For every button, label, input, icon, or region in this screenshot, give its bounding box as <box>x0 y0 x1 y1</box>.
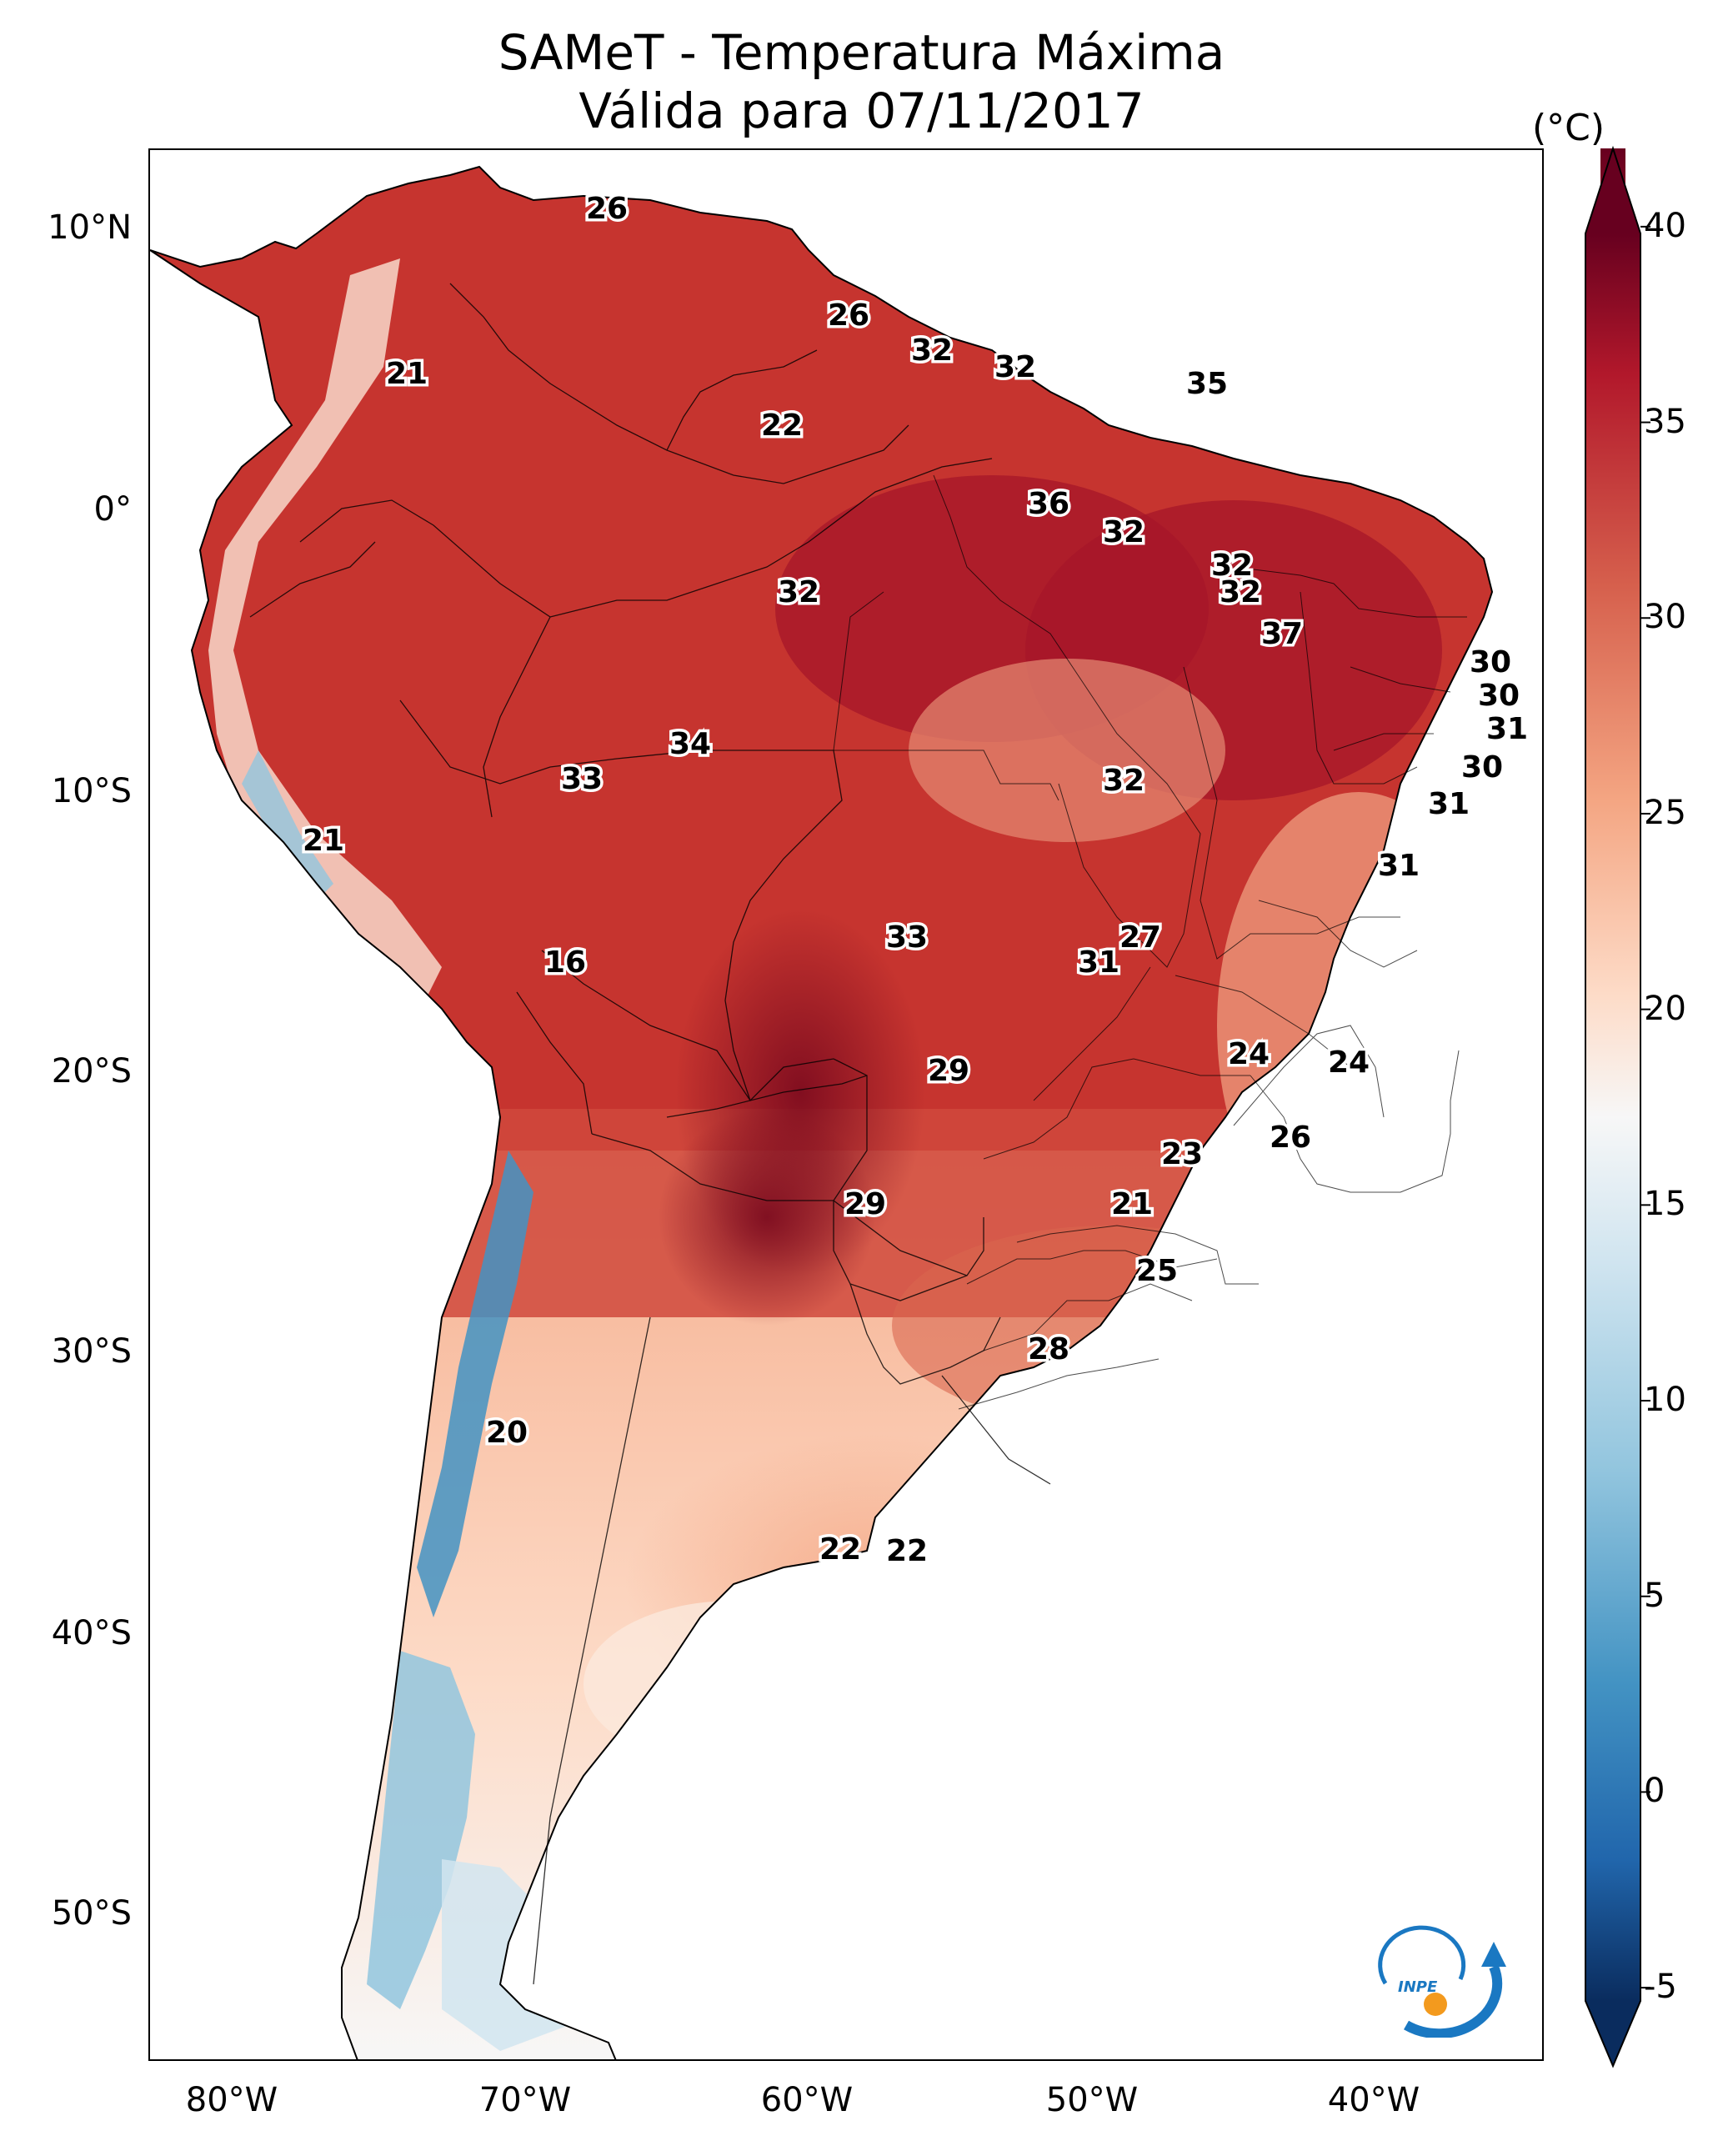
inpe-logo-text: INPE <box>1398 1978 1438 1996</box>
colorbar-tick-label: 10 <box>1644 1381 1686 1420</box>
lon-label-40w: 40°W <box>1327 2081 1420 2119</box>
lat-label-50s: 50°S <box>51 1894 132 1933</box>
colorbar-tick-label: 40 <box>1644 206 1686 245</box>
colorbar-body <box>1600 148 1625 2001</box>
colorbar-tick-label: -5 <box>1644 1968 1677 2007</box>
temperature-label: 21 <box>303 824 344 858</box>
colorbar-tick-label: 15 <box>1644 1185 1686 1224</box>
lat-label-0: 0° <box>93 490 132 529</box>
temperature-label: 31 <box>1428 787 1470 821</box>
state-borders <box>833 474 1467 1410</box>
temperature-label: 22 <box>819 1532 861 1567</box>
colorbar-tick-label: 30 <box>1644 598 1686 637</box>
lat-label-10s: 10°S <box>51 772 132 810</box>
temperature-label: 25 <box>1136 1254 1178 1288</box>
temperature-label: 30 <box>1470 645 1511 679</box>
country-borders <box>249 283 1051 1985</box>
temperature-label: 31 <box>1486 712 1528 746</box>
temperature-label: 22 <box>886 1534 928 1568</box>
temperature-label: 32 <box>778 575 819 609</box>
temperature-label: 26 <box>586 192 628 226</box>
temperature-label: 24 <box>1328 1045 1370 1080</box>
title-line-2: Válida para 07/11/2017 <box>579 83 1144 139</box>
temperature-label: 32 <box>994 350 1036 384</box>
temperature-label: 32 <box>1220 575 1261 609</box>
colorbar-max-extend <box>1585 148 1640 233</box>
lat-label-10n: 10°N <box>48 208 132 247</box>
colorbar-min-extend <box>1585 2001 1640 2066</box>
lon-label-80w: 80°W <box>185 2081 278 2119</box>
temperature-label: 37 <box>1261 617 1303 651</box>
temperature-label: 30 <box>1478 679 1520 713</box>
map-title: SAMeT - Temperatura Máxima Válida para 0… <box>0 23 1723 140</box>
colorbar-tick-marks <box>1640 225 1650 1989</box>
title-line-1: SAMeT - Temperatura Máxima <box>498 24 1225 81</box>
temperature-label: 21 <box>1111 1187 1153 1221</box>
temperature-label: 22 <box>761 409 803 443</box>
temperature-label: 32 <box>911 333 953 368</box>
temperature-label: 29 <box>844 1187 886 1221</box>
temperature-label: 32 <box>1103 764 1144 798</box>
lon-label-70w: 70°W <box>478 2081 572 2119</box>
temperature-label: 30 <box>1461 750 1503 785</box>
temperature-label: 36 <box>1028 487 1069 521</box>
colorbar-tick-label: 5 <box>1644 1576 1665 1615</box>
temperature-label: 28 <box>1028 1332 1069 1366</box>
colorbar-tick-label: 35 <box>1644 402 1686 441</box>
temperature-label: 27 <box>1119 920 1161 955</box>
colorbar-tick-label: 20 <box>1644 989 1686 1028</box>
lat-label-40s: 40°S <box>51 1614 132 1652</box>
temperature-label: 29 <box>928 1054 969 1088</box>
lat-label-30s: 30°S <box>51 1332 132 1371</box>
lat-label-20s: 20°S <box>51 1052 132 1091</box>
temperature-label: 35 <box>1186 367 1228 401</box>
temperature-label: 21 <box>386 357 428 391</box>
temperature-label: 26 <box>828 298 869 333</box>
temperature-label: 31 <box>1078 945 1119 980</box>
temperature-label: 32 <box>1211 549 1253 583</box>
colorbar-tick-label: 25 <box>1644 793 1686 832</box>
temperature-label: 33 <box>561 762 603 796</box>
temperature-label: 34 <box>669 727 711 761</box>
temperature-label: 20 <box>486 1416 528 1450</box>
temperature-label: 32 <box>1103 515 1144 549</box>
inpe-logo: INPE <box>1360 1921 1510 2039</box>
inpe-logo-mark: INPE <box>1378 1925 1506 2039</box>
temperature-label: 26 <box>1270 1121 1311 1155</box>
lon-label-50w: 50°W <box>1045 2081 1139 2119</box>
colorbar-unit: (°C) <box>1532 107 1605 149</box>
colorbar-tick-label: 0 <box>1644 1772 1665 1811</box>
temperature-label: 33 <box>886 920 928 955</box>
temperature-label: 23 <box>1161 1137 1203 1171</box>
temperature-label: 16 <box>544 945 586 980</box>
temperature-label: 31 <box>1378 849 1420 883</box>
map-panel: 26 21 26 32 32 35 22 36 32 32 32 32 37 30 30 31 34 33 32 30… <box>148 148 1544 2061</box>
temperature-label: 24 <box>1228 1037 1270 1071</box>
lon-label-60w: 60°W <box>760 2081 854 2119</box>
